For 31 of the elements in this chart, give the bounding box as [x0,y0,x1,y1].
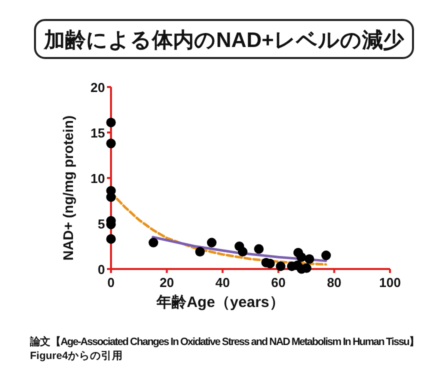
y-tick-label: 0 [98,262,105,277]
point [106,192,116,202]
x-tick-label: 60 [271,275,286,290]
point [265,258,275,268]
y-tick-label: 10 [90,171,105,186]
text: 論文【Age-Associated Changes In Oxidative Stress and NAD Metabolism In Human Tissu】 [29,335,420,348]
x-tick-label: 80 [326,275,342,290]
caption: Figure4からの引用 [30,350,123,362]
y-tick-label: 15 [90,126,105,140]
chart-title: 加齢による体内のNAD+レベルの減少 [43,29,405,52]
x-tick-label: 100 [379,275,401,290]
point [238,246,248,257]
point [304,254,314,264]
point [276,261,286,272]
point [106,234,116,244]
x-axis-title: 年齢Age（years） [156,294,284,311]
point [206,238,217,248]
point [148,238,158,248]
x-tick-label: 20 [160,275,174,290]
point [254,244,264,254]
y-tick-label: 20 [90,80,105,95]
point [106,118,116,128]
point [321,250,331,260]
x-tick-label: 0 [107,275,115,290]
point [302,263,312,273]
point [195,246,205,257]
x-tick-label: 40 [215,275,230,290]
y-tick-label: 5 [98,216,105,232]
point [296,252,306,262]
y-axis-title: NAD+ (ng/mg protein) [60,115,76,261]
point [106,138,116,148]
